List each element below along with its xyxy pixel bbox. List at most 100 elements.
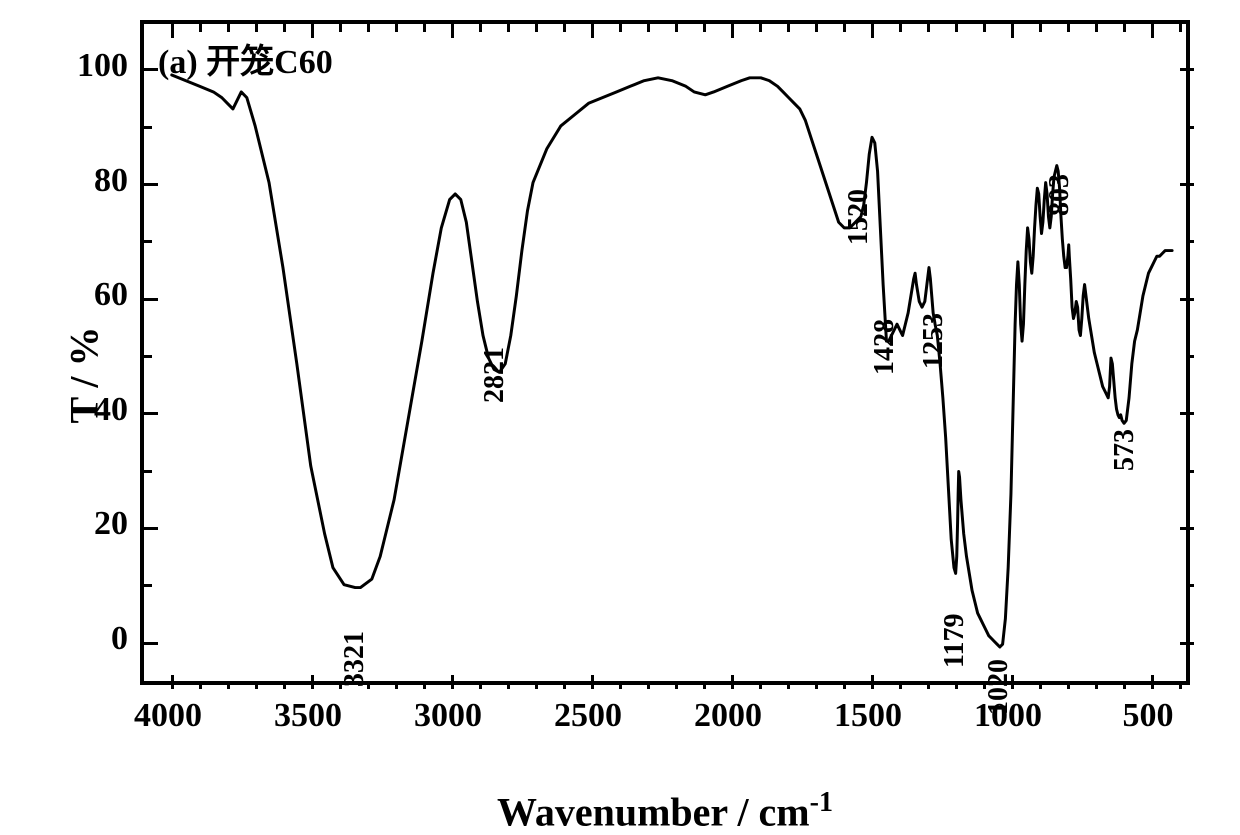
tick-mark	[144, 584, 152, 587]
tick-mark	[1067, 24, 1070, 32]
tick-mark	[283, 681, 286, 689]
tick-mark	[144, 470, 152, 473]
x-tick-label: 2000	[678, 697, 778, 735]
tick-mark	[479, 681, 482, 689]
tick-mark	[1186, 584, 1194, 587]
chart-legend: (a) 开笼C60	[158, 34, 333, 83]
tick-mark	[1039, 681, 1042, 689]
tick-mark	[899, 681, 902, 689]
tick-mark	[283, 24, 286, 32]
tick-mark	[1011, 675, 1014, 689]
tick-mark	[144, 355, 152, 358]
x-tick-label: 500	[1098, 697, 1198, 735]
tick-mark	[1180, 412, 1194, 415]
tick-mark	[591, 24, 594, 38]
peak-label: 573	[1109, 429, 1141, 471]
tick-mark	[144, 298, 158, 301]
tick-mark	[1180, 183, 1194, 186]
tick-mark	[144, 126, 152, 129]
tick-mark	[647, 24, 650, 32]
y-tick-label: 40	[58, 391, 128, 429]
tick-mark	[787, 681, 790, 689]
tick-mark	[675, 681, 678, 689]
tick-mark	[787, 24, 790, 32]
peak-label: 1253	[918, 313, 950, 369]
tick-mark	[311, 675, 314, 689]
x-tick-label: 3000	[398, 697, 498, 735]
tick-mark	[1151, 24, 1154, 38]
tick-mark	[731, 675, 734, 689]
y-tick-label: 60	[58, 276, 128, 314]
peak-label: 3321	[339, 631, 371, 687]
tick-mark	[1186, 470, 1194, 473]
tick-mark	[395, 24, 398, 32]
tick-mark	[255, 24, 258, 32]
tick-mark	[1067, 681, 1070, 689]
tick-mark	[1095, 681, 1098, 689]
tick-mark	[1180, 68, 1194, 71]
y-tick-label: 80	[58, 162, 128, 200]
peak-label: 1179	[939, 614, 971, 668]
x-axis-title: Wavenumber / cm-1	[497, 787, 833, 835]
tick-mark	[647, 681, 650, 689]
y-tick-label: 20	[58, 505, 128, 543]
tick-mark	[871, 675, 874, 689]
tick-mark	[591, 675, 594, 689]
tick-mark	[479, 24, 482, 32]
tick-mark	[451, 675, 454, 689]
tick-mark	[983, 24, 986, 32]
y-tick-label: 100	[58, 47, 128, 85]
tick-mark	[1179, 24, 1182, 32]
tick-mark	[451, 24, 454, 38]
tick-mark	[927, 681, 930, 689]
tick-mark	[535, 24, 538, 32]
tick-mark	[227, 681, 230, 689]
tick-mark	[871, 24, 874, 38]
tick-mark	[423, 24, 426, 32]
x-axis-title-sup: -1	[810, 787, 833, 818]
plot-area: (a) 开笼C60 332128211520142812531179102080…	[140, 20, 1190, 685]
tick-mark	[815, 681, 818, 689]
tick-mark	[199, 681, 202, 689]
tick-mark	[1186, 355, 1194, 358]
tick-mark	[815, 24, 818, 32]
tick-mark	[1186, 240, 1194, 243]
tick-mark	[675, 24, 678, 32]
tick-mark	[144, 183, 158, 186]
tick-mark	[955, 681, 958, 689]
x-tick-label: 1500	[818, 697, 918, 735]
tick-mark	[619, 681, 622, 689]
x-tick-label: 4000	[118, 697, 218, 735]
tick-mark	[843, 24, 846, 32]
tick-mark	[619, 24, 622, 32]
tick-mark	[367, 24, 370, 32]
y-tick-label: 0	[58, 620, 128, 658]
peak-label: 803	[1044, 174, 1076, 216]
tick-mark	[899, 24, 902, 32]
tick-mark	[983, 681, 986, 689]
tick-mark	[731, 24, 734, 38]
tick-mark	[339, 24, 342, 32]
tick-mark	[1180, 298, 1194, 301]
tick-mark	[563, 24, 566, 32]
tick-mark	[759, 681, 762, 689]
tick-mark	[367, 681, 370, 689]
tick-mark	[507, 24, 510, 32]
tick-mark	[927, 24, 930, 32]
tick-mark	[1123, 681, 1126, 689]
tick-mark	[843, 681, 846, 689]
tick-mark	[255, 681, 258, 689]
tick-mark	[1039, 24, 1042, 32]
tick-mark	[1095, 24, 1098, 32]
tick-mark	[1180, 527, 1194, 530]
tick-mark	[1179, 681, 1182, 689]
tick-mark	[1180, 642, 1194, 645]
tick-mark	[144, 527, 158, 530]
tick-mark	[1123, 24, 1126, 32]
tick-mark	[339, 681, 342, 689]
tick-mark	[311, 24, 314, 38]
x-tick-label: 3500	[258, 697, 358, 735]
tick-mark	[563, 681, 566, 689]
tick-mark	[1186, 126, 1194, 129]
ir-spectrum-chart: T / % (a) 开笼C60 332128211520142812531179…	[55, 10, 1205, 740]
